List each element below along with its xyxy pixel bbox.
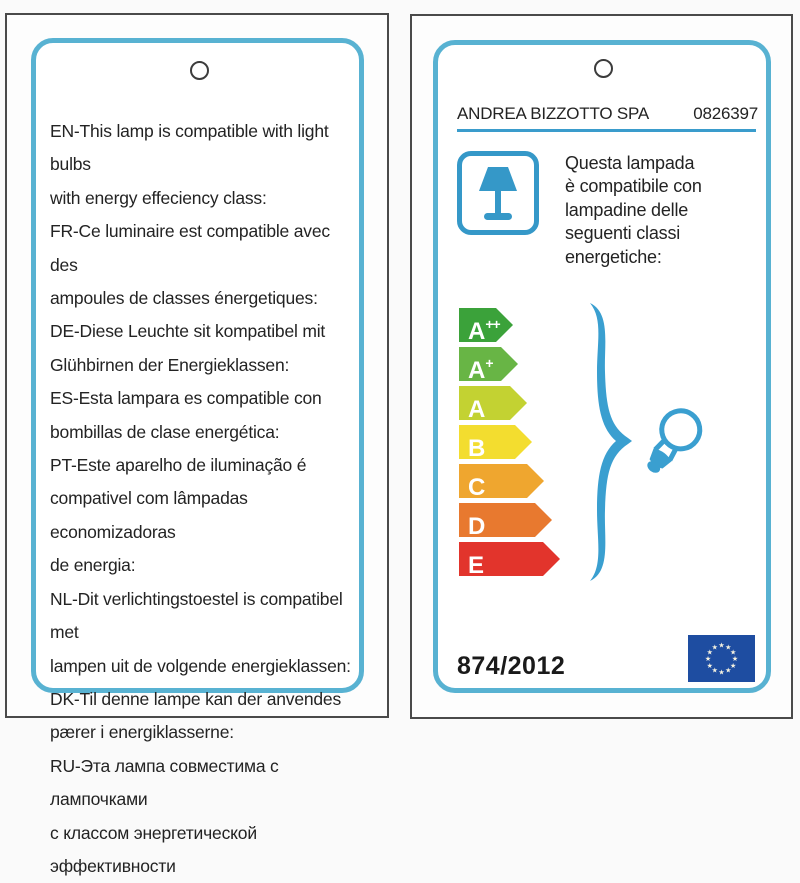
text-line: compativel com lâmpadas economizadoras [50,488,248,542]
right-tag-punch-hole [594,59,613,78]
eu-flag: ★ ★ ★ ★ ★ ★ ★ ★ ★ ★ ★ ★ [688,635,755,682]
tag-header: ANDREA BIZZOTTO SPA 0826397 [457,104,758,124]
curly-brace [590,303,632,581]
energy-class-row: E [459,542,560,576]
text-line: de energia: [50,555,136,576]
energy-class-row: D [459,503,552,537]
left-label-tag: EN-This lamp is compatible with light bu… [5,13,389,876]
svg-text:★: ★ [707,662,713,670]
text-line: è compatibile con [565,176,702,197]
header-divider [457,129,756,132]
svg-text:★: ★ [725,643,731,651]
right-label-tag: ANDREA BIZZOTTO SPA 0826397 Questa lampa… [410,14,793,719]
text-line: lampen uit de volgende energieklassen: [50,655,351,676]
left-tag-punch-hole [190,61,209,80]
company-name: ANDREA BIZZOTTO SPA [457,104,650,123]
svg-text:★: ★ [712,667,718,675]
text-line: ES-Esta lampara es compatible con [50,388,322,409]
svg-text:★: ★ [725,667,731,675]
energy-class-row: A [459,386,527,420]
text-line: ampoules de classes énergetiques: [50,288,318,309]
energy-class-row: A+ [459,347,518,381]
svg-text:★: ★ [718,642,724,650]
table-lamp-icon [479,167,517,220]
text-line: PT-Este aparelho de iluminação é [50,455,307,476]
lamp-icon-box [457,151,539,235]
italian-compatibility-text: Questa lampada è compatibile con lampadine… [565,152,755,269]
text-line: RU-Эта лампа совместима с лампочками [50,755,279,810]
svg-text:★: ★ [730,648,736,656]
light-bulb-icon [647,408,703,473]
text-line: NL-Dit verlichtingstoestel is compatibel… [50,588,343,643]
svg-text:★: ★ [712,643,718,651]
article-code: 0826397 [693,104,758,123]
text-line: energetiche: [565,246,662,267]
energy-class-row: C [459,464,544,498]
text-line: FR-Ce luminaire est compatible avec des [50,221,330,275]
svg-text:★: ★ [730,662,736,670]
text-line: bombillas de clase energética: [50,421,280,442]
text-line: seguenti classi [565,223,681,244]
text-line: lampadine delle [565,199,689,220]
multilingual-compatibility-text: EN-This lamp is compatible with light bu… [50,115,360,883]
left-tag-blue-frame [31,38,364,693]
svg-text:★: ★ [732,655,738,663]
regulation-number: 874/2012 [457,652,566,680]
text-line: с классом энергетической эффективности [50,822,257,876]
svg-text:★: ★ [707,648,713,656]
energy-class-scale: A++ A+ A B C D E [459,308,560,581]
text-line: with energy effeciency class: [50,187,267,208]
energy-class-row: B [459,425,532,459]
text-line: DK-Til denne lampe kan der anvendes [50,688,341,709]
energy-class-row: A++ [459,308,513,342]
text-line: DE-Diese Leuchte sit kompatibel mit [50,321,326,342]
svg-text:★: ★ [705,655,711,663]
text-line: Questa lampada [565,153,695,173]
text-line: pærer i energiklasserne: [50,722,234,743]
text-line: EN-This lamp is compatible with light bu… [50,121,329,175]
text-line: Glühbirnen der Energieklassen: [50,354,290,375]
svg-text:★: ★ [718,669,724,677]
